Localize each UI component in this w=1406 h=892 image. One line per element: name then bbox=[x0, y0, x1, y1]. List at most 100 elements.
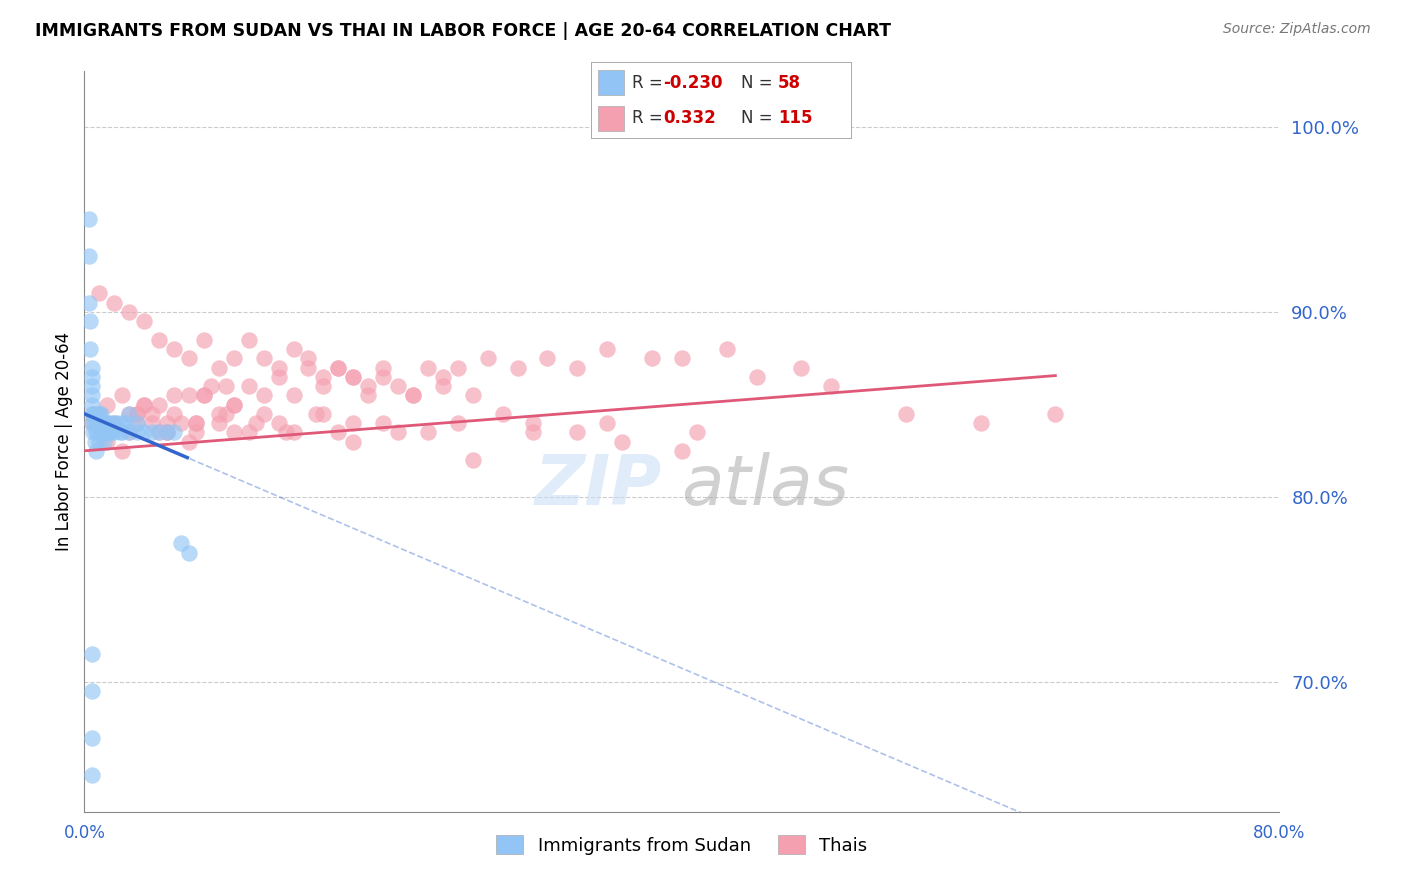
Point bbox=[686, 425, 709, 440]
Text: ZIP: ZIP bbox=[534, 452, 662, 519]
Point bbox=[193, 388, 215, 402]
Point bbox=[86, 443, 108, 458]
Point bbox=[77, 295, 100, 310]
Point bbox=[274, 425, 297, 440]
Point bbox=[222, 425, 245, 440]
Point bbox=[447, 360, 470, 375]
Point bbox=[87, 425, 110, 440]
Point bbox=[118, 407, 141, 421]
Point bbox=[387, 425, 409, 440]
Point bbox=[82, 425, 104, 440]
Point bbox=[177, 434, 200, 449]
Text: IMMIGRANTS FROM SUDAN VS THAI IN LABOR FORCE | AGE 20-64 CORRELATION CHART: IMMIGRANTS FROM SUDAN VS THAI IN LABOR F… bbox=[35, 22, 891, 40]
Point bbox=[163, 425, 186, 440]
Point bbox=[80, 416, 103, 430]
Point bbox=[208, 416, 231, 430]
Point bbox=[1045, 407, 1067, 421]
Text: atlas: atlas bbox=[682, 452, 849, 519]
Point bbox=[114, 416, 136, 430]
Point bbox=[671, 443, 693, 458]
Point bbox=[155, 425, 177, 440]
Point bbox=[970, 416, 993, 430]
Point bbox=[103, 295, 125, 310]
Point bbox=[357, 379, 380, 393]
Point bbox=[125, 407, 148, 421]
Point bbox=[111, 443, 134, 458]
Point bbox=[118, 425, 141, 440]
Text: N =: N = bbox=[741, 109, 779, 128]
Point bbox=[342, 434, 364, 449]
Point bbox=[208, 407, 231, 421]
Point bbox=[83, 416, 105, 430]
Point bbox=[100, 425, 122, 440]
Point bbox=[82, 407, 104, 421]
Point bbox=[328, 360, 350, 375]
Point bbox=[89, 286, 111, 301]
Point bbox=[596, 342, 619, 356]
Point bbox=[820, 379, 842, 393]
Point bbox=[163, 342, 186, 356]
Text: N =: N = bbox=[741, 73, 779, 92]
Point bbox=[283, 388, 305, 402]
Point bbox=[103, 416, 125, 430]
Point bbox=[522, 425, 544, 440]
Point bbox=[328, 360, 350, 375]
Point bbox=[98, 416, 121, 430]
Point bbox=[238, 379, 260, 393]
Point bbox=[103, 425, 125, 440]
Point bbox=[89, 407, 111, 421]
Point bbox=[522, 416, 544, 430]
Point bbox=[105, 416, 128, 430]
Point bbox=[186, 425, 208, 440]
Point bbox=[432, 379, 454, 393]
Point bbox=[87, 416, 110, 430]
Point bbox=[894, 407, 917, 421]
Point bbox=[141, 416, 163, 430]
Point bbox=[125, 416, 148, 430]
Point bbox=[96, 416, 118, 430]
Point bbox=[215, 379, 238, 393]
Point bbox=[177, 388, 200, 402]
Point bbox=[94, 425, 117, 440]
Point bbox=[373, 369, 395, 384]
Point bbox=[253, 407, 276, 421]
Point bbox=[186, 416, 208, 430]
Point bbox=[80, 768, 103, 782]
Point bbox=[312, 379, 335, 393]
Text: 58: 58 bbox=[778, 73, 801, 92]
Point bbox=[93, 416, 115, 430]
Point bbox=[148, 425, 170, 440]
Point bbox=[132, 314, 156, 328]
Point bbox=[125, 407, 148, 421]
Point bbox=[148, 425, 170, 440]
Point bbox=[612, 434, 634, 449]
Point bbox=[90, 425, 112, 440]
Point bbox=[89, 416, 111, 430]
Text: Source: ZipAtlas.com: Source: ZipAtlas.com bbox=[1223, 22, 1371, 37]
Point bbox=[80, 407, 103, 421]
Point bbox=[91, 416, 114, 430]
Point bbox=[790, 360, 813, 375]
Point bbox=[80, 684, 103, 698]
Text: R =: R = bbox=[633, 109, 668, 128]
Point bbox=[141, 407, 163, 421]
Point bbox=[132, 398, 156, 412]
Point bbox=[267, 369, 290, 384]
Point bbox=[416, 425, 439, 440]
Point bbox=[402, 388, 425, 402]
Point bbox=[222, 398, 245, 412]
Point bbox=[671, 351, 693, 366]
Point bbox=[596, 416, 619, 430]
Text: 0.332: 0.332 bbox=[664, 109, 716, 128]
Point bbox=[222, 351, 245, 366]
Point bbox=[177, 546, 200, 560]
Point bbox=[80, 398, 103, 412]
Point bbox=[253, 351, 276, 366]
Point bbox=[155, 425, 177, 440]
Legend: Immigrants from Sudan, Thais: Immigrants from Sudan, Thais bbox=[489, 828, 875, 862]
Point bbox=[80, 416, 103, 430]
Point bbox=[80, 731, 103, 745]
Point bbox=[416, 360, 439, 375]
Point bbox=[118, 305, 141, 319]
Point bbox=[267, 416, 290, 430]
